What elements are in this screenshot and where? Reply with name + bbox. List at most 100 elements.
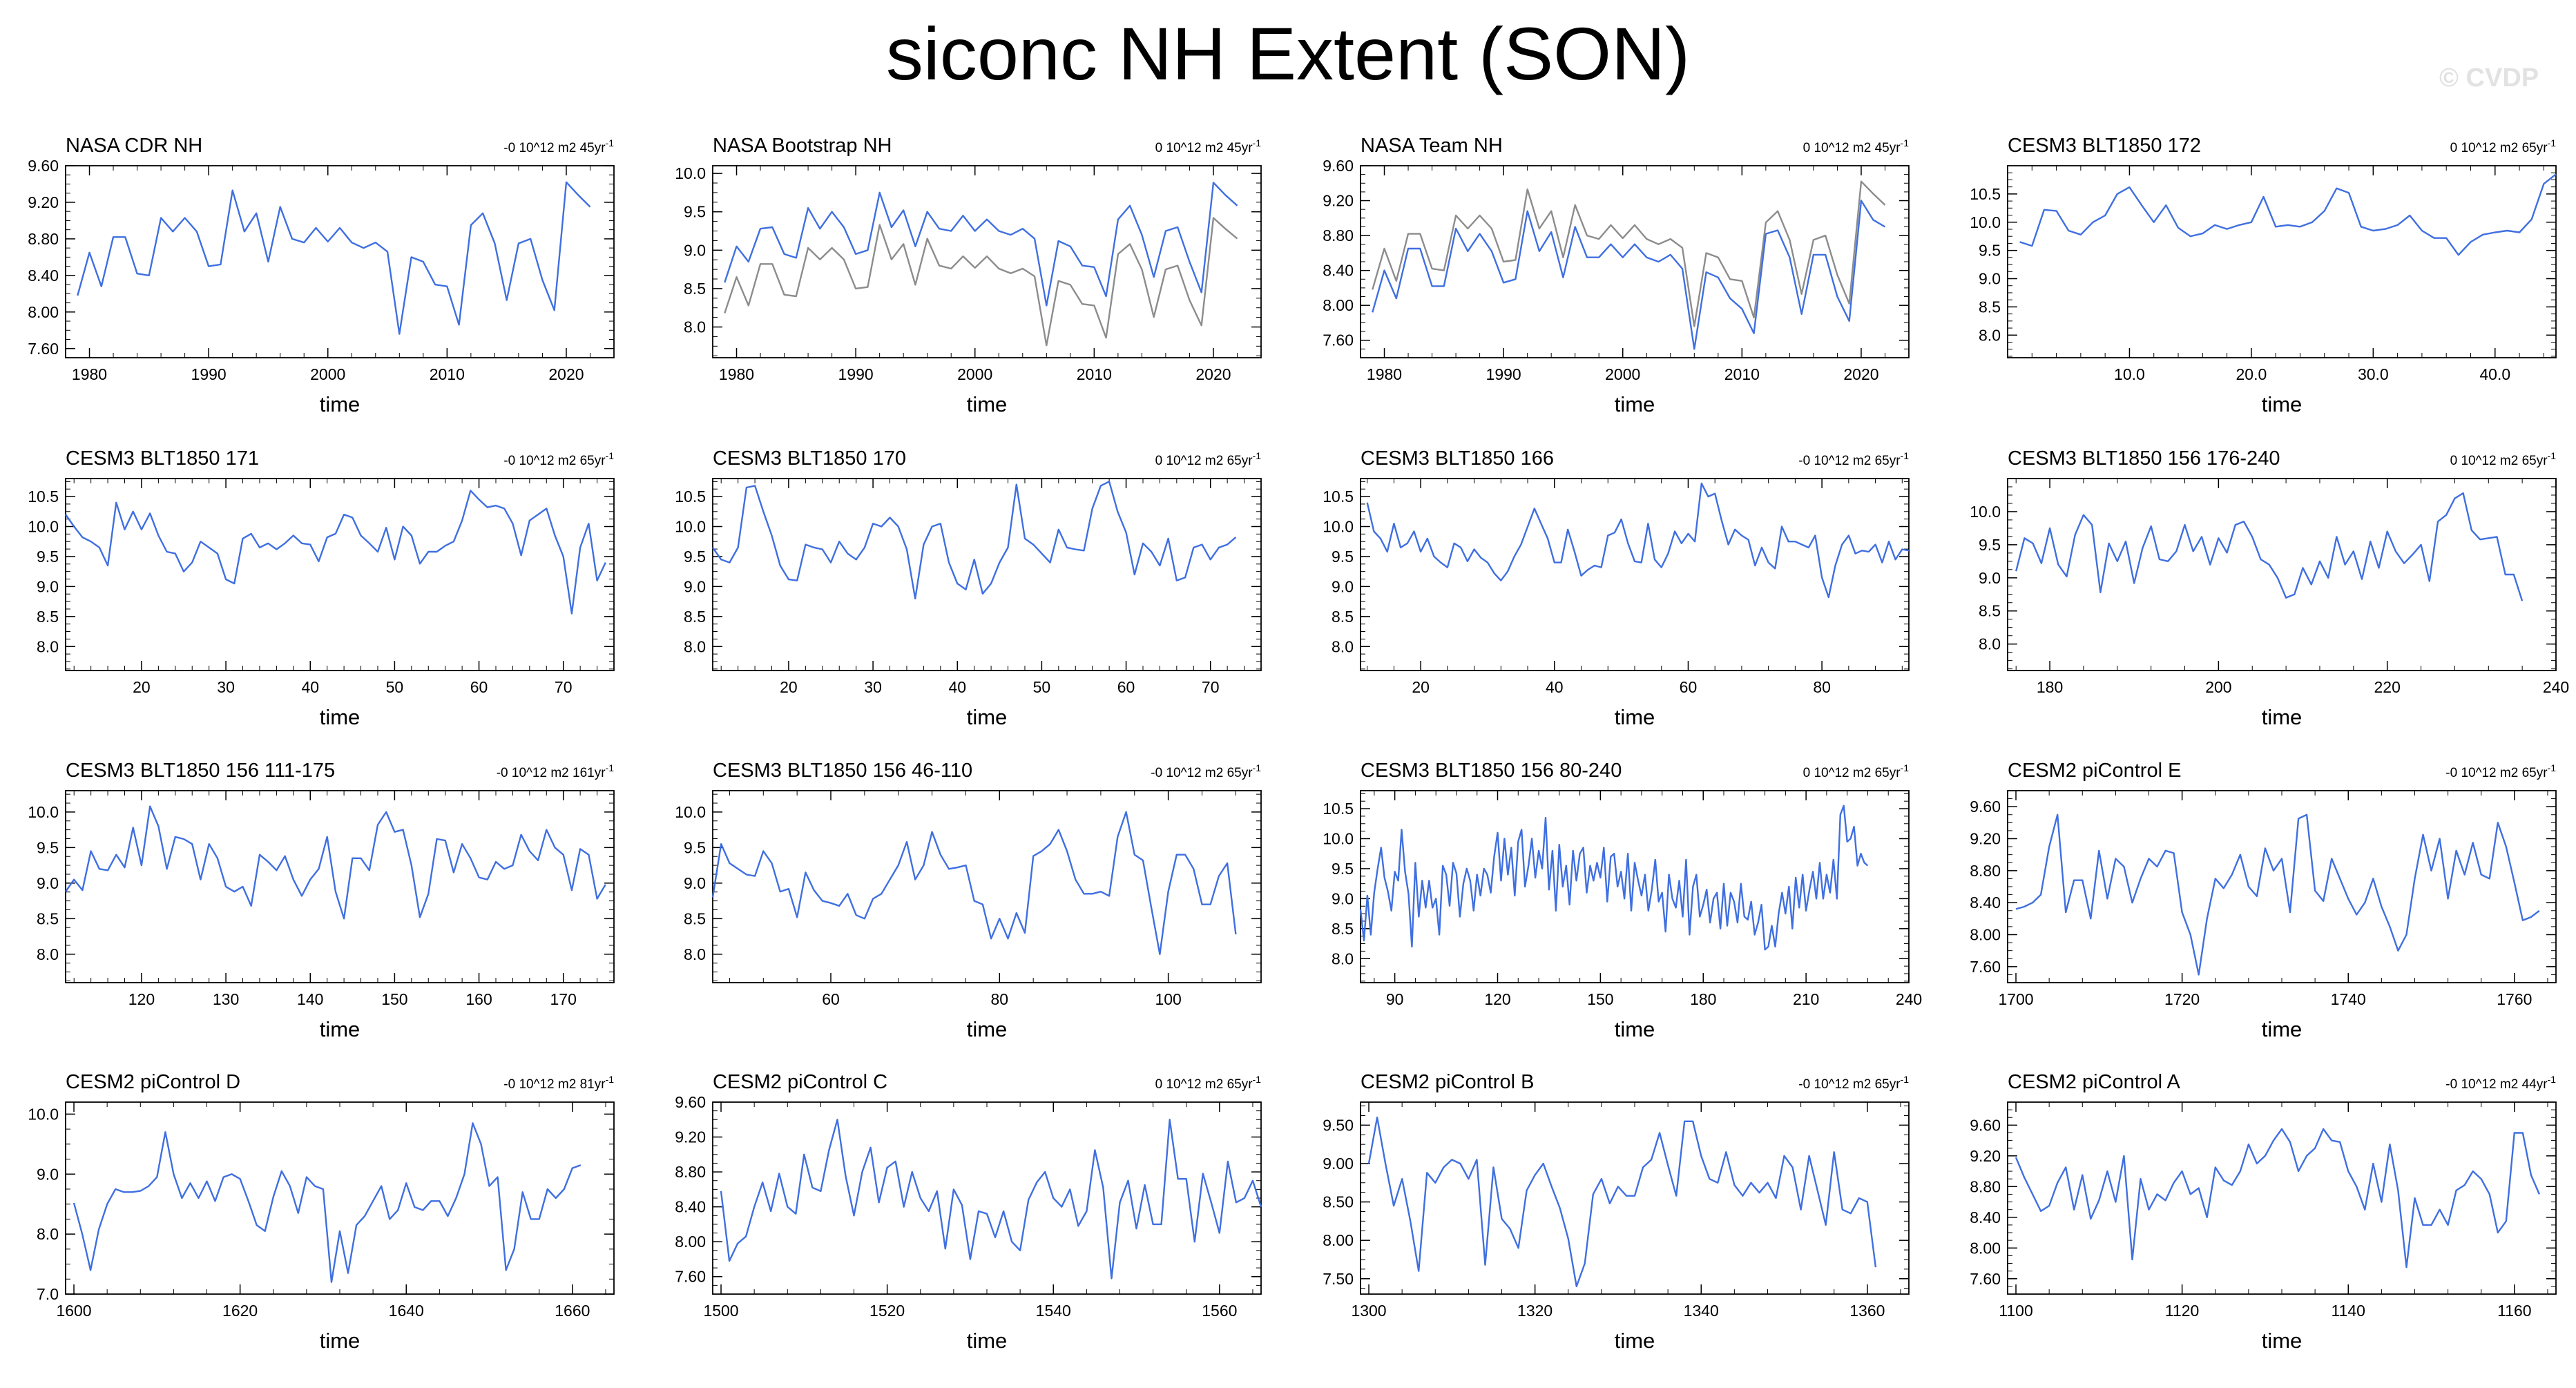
x-tick-label: 1340	[1684, 1302, 1719, 1320]
x-tick-label: 1540	[1036, 1302, 1071, 1320]
panel-title: CESM3 BLT1850 156 46-110	[713, 760, 972, 782]
y-tick-label: 9.0	[684, 874, 706, 892]
panel-title: CESM2 piControl B	[1361, 1071, 1534, 1093]
chart-panel: CESM3 BLT1850 172 0 10^12 m2 65yr-1 8.0 8.5…	[1970, 135, 2557, 416]
y-tick-label: 9.0	[684, 241, 706, 259]
y-tick-label: 10.5	[1970, 185, 2001, 203]
x-tick-label: 30.0	[2358, 365, 2389, 383]
y-tick-label: 10.0	[675, 164, 706, 182]
panel-title: CESM2 piControl D	[66, 1071, 240, 1093]
chart-panel: NASA CDR NH -0 10^12 m2 45yr-1 7.60 8.00 8.4…	[28, 135, 615, 416]
x-axis-label: time	[2262, 392, 2303, 416]
y-tick-label: 9.0	[1332, 577, 1354, 595]
x-tick-label: 1160	[2497, 1302, 2531, 1320]
series-line	[712, 481, 1237, 599]
x-tick-label: 50	[386, 678, 404, 696]
y-tick-label: 8.5	[684, 280, 706, 298]
chart-panel: CESM2 piControl B -0 10^12 m2 65yr-1 7.50 8…	[1323, 1071, 1910, 1353]
panel-title: CESM3 BLT1850 171	[66, 447, 259, 470]
x-tick-label: 2010	[430, 365, 465, 383]
y-tick-label: 10.5	[28, 488, 59, 505]
panel-trend-label: -0 10^12 m2 65yr-1	[1151, 762, 1261, 780]
chart-panel: CESM2 piControl C 0 10^12 m2 65yr-1 7.60 8.…	[675, 1071, 1262, 1353]
y-tick-label: 10.0	[1970, 213, 2001, 231]
x-tick-label: 20	[133, 678, 151, 696]
x-tick-label: 160	[465, 990, 492, 1008]
y-tick-label: 9.50	[1323, 1116, 1354, 1134]
y-tick-label: 8.5	[1332, 920, 1354, 938]
y-tick-label: 7.60	[1970, 1270, 2001, 1288]
panel-trend-label: -0 10^12 m2 65yr-1	[503, 450, 614, 468]
panel-trend-label: 0 10^12 m2 65yr-1	[2450, 137, 2557, 155]
x-tick-label: 120	[1484, 990, 1510, 1008]
y-tick-label: 8.00	[675, 1233, 706, 1251]
x-tick-label: 40	[948, 678, 966, 696]
plot-frame	[712, 1101, 1262, 1295]
x-axis-label: time	[320, 1017, 361, 1041]
y-tick-label: 9.0	[684, 577, 706, 595]
chart-panel: CESM3 BLT1850 170 0 10^12 m2 65yr-1 8.0 8.5…	[675, 447, 1262, 729]
y-tick-label: 9.20	[28, 193, 59, 211]
x-tick-label: 1620	[222, 1302, 258, 1320]
panel-title: CESM3 BLT1850 170	[713, 447, 906, 470]
y-tick-label: 9.0	[1979, 569, 2001, 587]
series-line	[1366, 482, 1910, 599]
x-tick-label: 1990	[191, 365, 227, 383]
plot-frame	[2007, 478, 2557, 671]
y-tick-label: 8.80	[1323, 226, 1354, 244]
x-tick-label: 40.0	[2479, 365, 2510, 383]
y-tick-label: 9.20	[1970, 1147, 2001, 1165]
y-tick-label: 9.0	[1332, 889, 1354, 907]
y-tick-label: 8.0	[1979, 326, 2001, 344]
x-tick-label: 20	[1412, 678, 1430, 696]
y-tick-label: 8.80	[1970, 1177, 2001, 1195]
x-tick-label: 70	[1202, 678, 1220, 696]
series-line	[1367, 1116, 1877, 1288]
x-tick-label: 2010	[1077, 365, 1112, 383]
x-axis-label: time	[320, 705, 361, 729]
panel-trend-label: -0 10^12 m2 81yr-1	[503, 1074, 614, 1092]
y-tick-label: 9.0	[37, 874, 59, 892]
x-tick-label: 1600	[56, 1302, 91, 1320]
y-tick-label: 9.5	[1979, 536, 2001, 554]
y-tick-label: 8.5	[37, 909, 59, 927]
x-tick-label: 2020	[1843, 365, 1878, 383]
series-line	[2019, 173, 2557, 256]
panel-title: CESM3 BLT1850 156 80-240	[1361, 760, 1622, 782]
x-tick-label: 1700	[1998, 990, 2033, 1008]
series-line	[724, 182, 1238, 307]
x-tick-label: 1740	[2331, 990, 2366, 1008]
x-tick-label: 200	[2205, 678, 2231, 696]
panel-title: CESM2 piControl A	[2008, 1071, 2180, 1093]
series-line	[1359, 804, 1869, 951]
x-tick-label: 30	[217, 678, 235, 696]
x-tick-label: 30	[864, 678, 882, 696]
x-axis-label: time	[1615, 1017, 1655, 1041]
x-tick-label: 2010	[1724, 365, 1760, 383]
chart-panel: CESM2 piControl A -0 10^12 m2 44yr-1 7.60 8…	[1970, 1071, 2557, 1353]
y-tick-label: 8.00	[1323, 296, 1354, 314]
y-tick-label: 8.00	[28, 303, 59, 321]
y-tick-label: 10.0	[28, 803, 59, 821]
x-tick-label: 1720	[2164, 990, 2200, 1008]
panel-title: CESM3 BLT1850 156 176-240	[2008, 447, 2280, 470]
x-axis-label: time	[320, 392, 361, 416]
panel-trend-label: -0 10^12 m2 161yr-1	[497, 762, 615, 780]
panel-title: CESM3 BLT1850 172	[2008, 135, 2201, 157]
y-tick-label: 9.20	[1970, 830, 2001, 848]
y-tick-label: 10.0	[675, 518, 706, 536]
y-tick-label: 7.50	[1323, 1270, 1354, 1288]
y-tick-label: 7.60	[1970, 958, 2001, 976]
x-axis-label: time	[2262, 1329, 2303, 1353]
x-tick-label: 210	[1793, 990, 1819, 1008]
chart-panel: CESM2 piControl E -0 10^12 m2 65yr-1 7.60 8…	[1970, 760, 2557, 1041]
panel-trend-label: -0 10^12 m2 65yr-1	[1798, 1074, 1909, 1092]
x-tick-label: 1640	[389, 1302, 424, 1320]
y-tick-label: 8.80	[1970, 862, 2001, 880]
panel-trend-label: 0 10^12 m2 65yr-1	[2450, 450, 2557, 468]
panel-trend-label: -0 10^12 m2 65yr-1	[1798, 450, 1909, 468]
chart-panel: CESM3 BLT1850 156 46-110 -0 10^12 m2 65yr…	[675, 760, 1262, 1041]
y-tick-label: 9.5	[684, 203, 706, 221]
x-tick-label: 180	[2037, 678, 2063, 696]
